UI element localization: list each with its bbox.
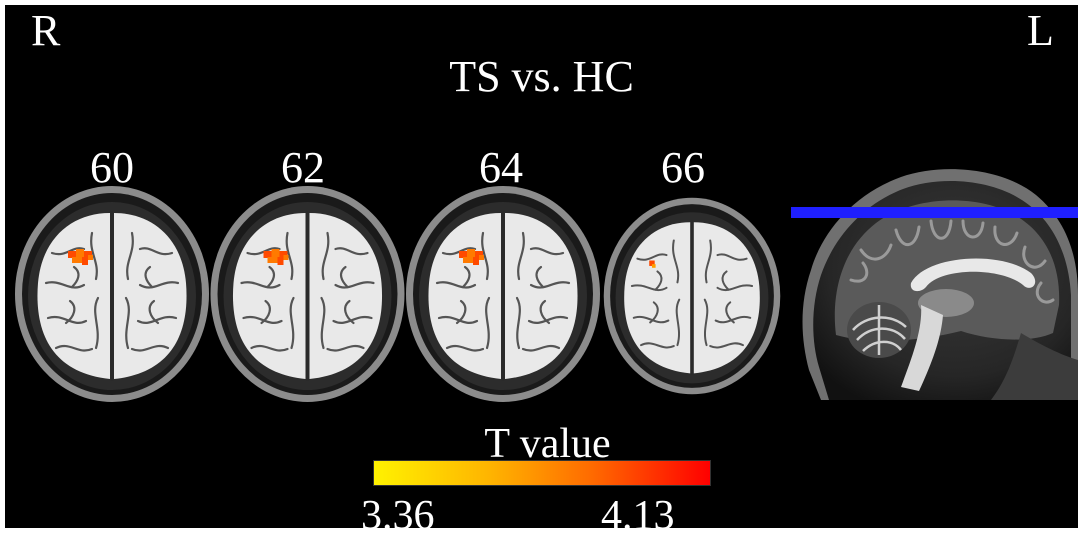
colorbar (373, 460, 711, 486)
axial-brain-slice-icon (603, 197, 781, 395)
figure-title: TS vs. HC (449, 52, 634, 101)
slice-number-62: 62 (281, 143, 325, 192)
colorbar-title: T value (484, 421, 611, 467)
left-hemisphere-label: L (1027, 6, 1054, 55)
sagittal-brain-icon (791, 169, 1078, 400)
slice-number-64: 64 (479, 143, 523, 192)
axial-brain-slice-icon (210, 186, 405, 402)
axial-brain-slice-icon (15, 186, 209, 402)
colorbar-max-value: 4.13 (601, 493, 675, 528)
colorbar-min-value: 3.36 (361, 493, 435, 528)
slice-number-66: 66 (661, 143, 705, 192)
axial-brain-slice-icon (406, 186, 600, 402)
slice-position-line (791, 207, 1078, 218)
figure-panel: R L TS vs. HC 60 62 64 66 (5, 5, 1078, 528)
slice-number-60: 60 (90, 143, 134, 192)
right-hemisphere-label: R (31, 6, 61, 55)
